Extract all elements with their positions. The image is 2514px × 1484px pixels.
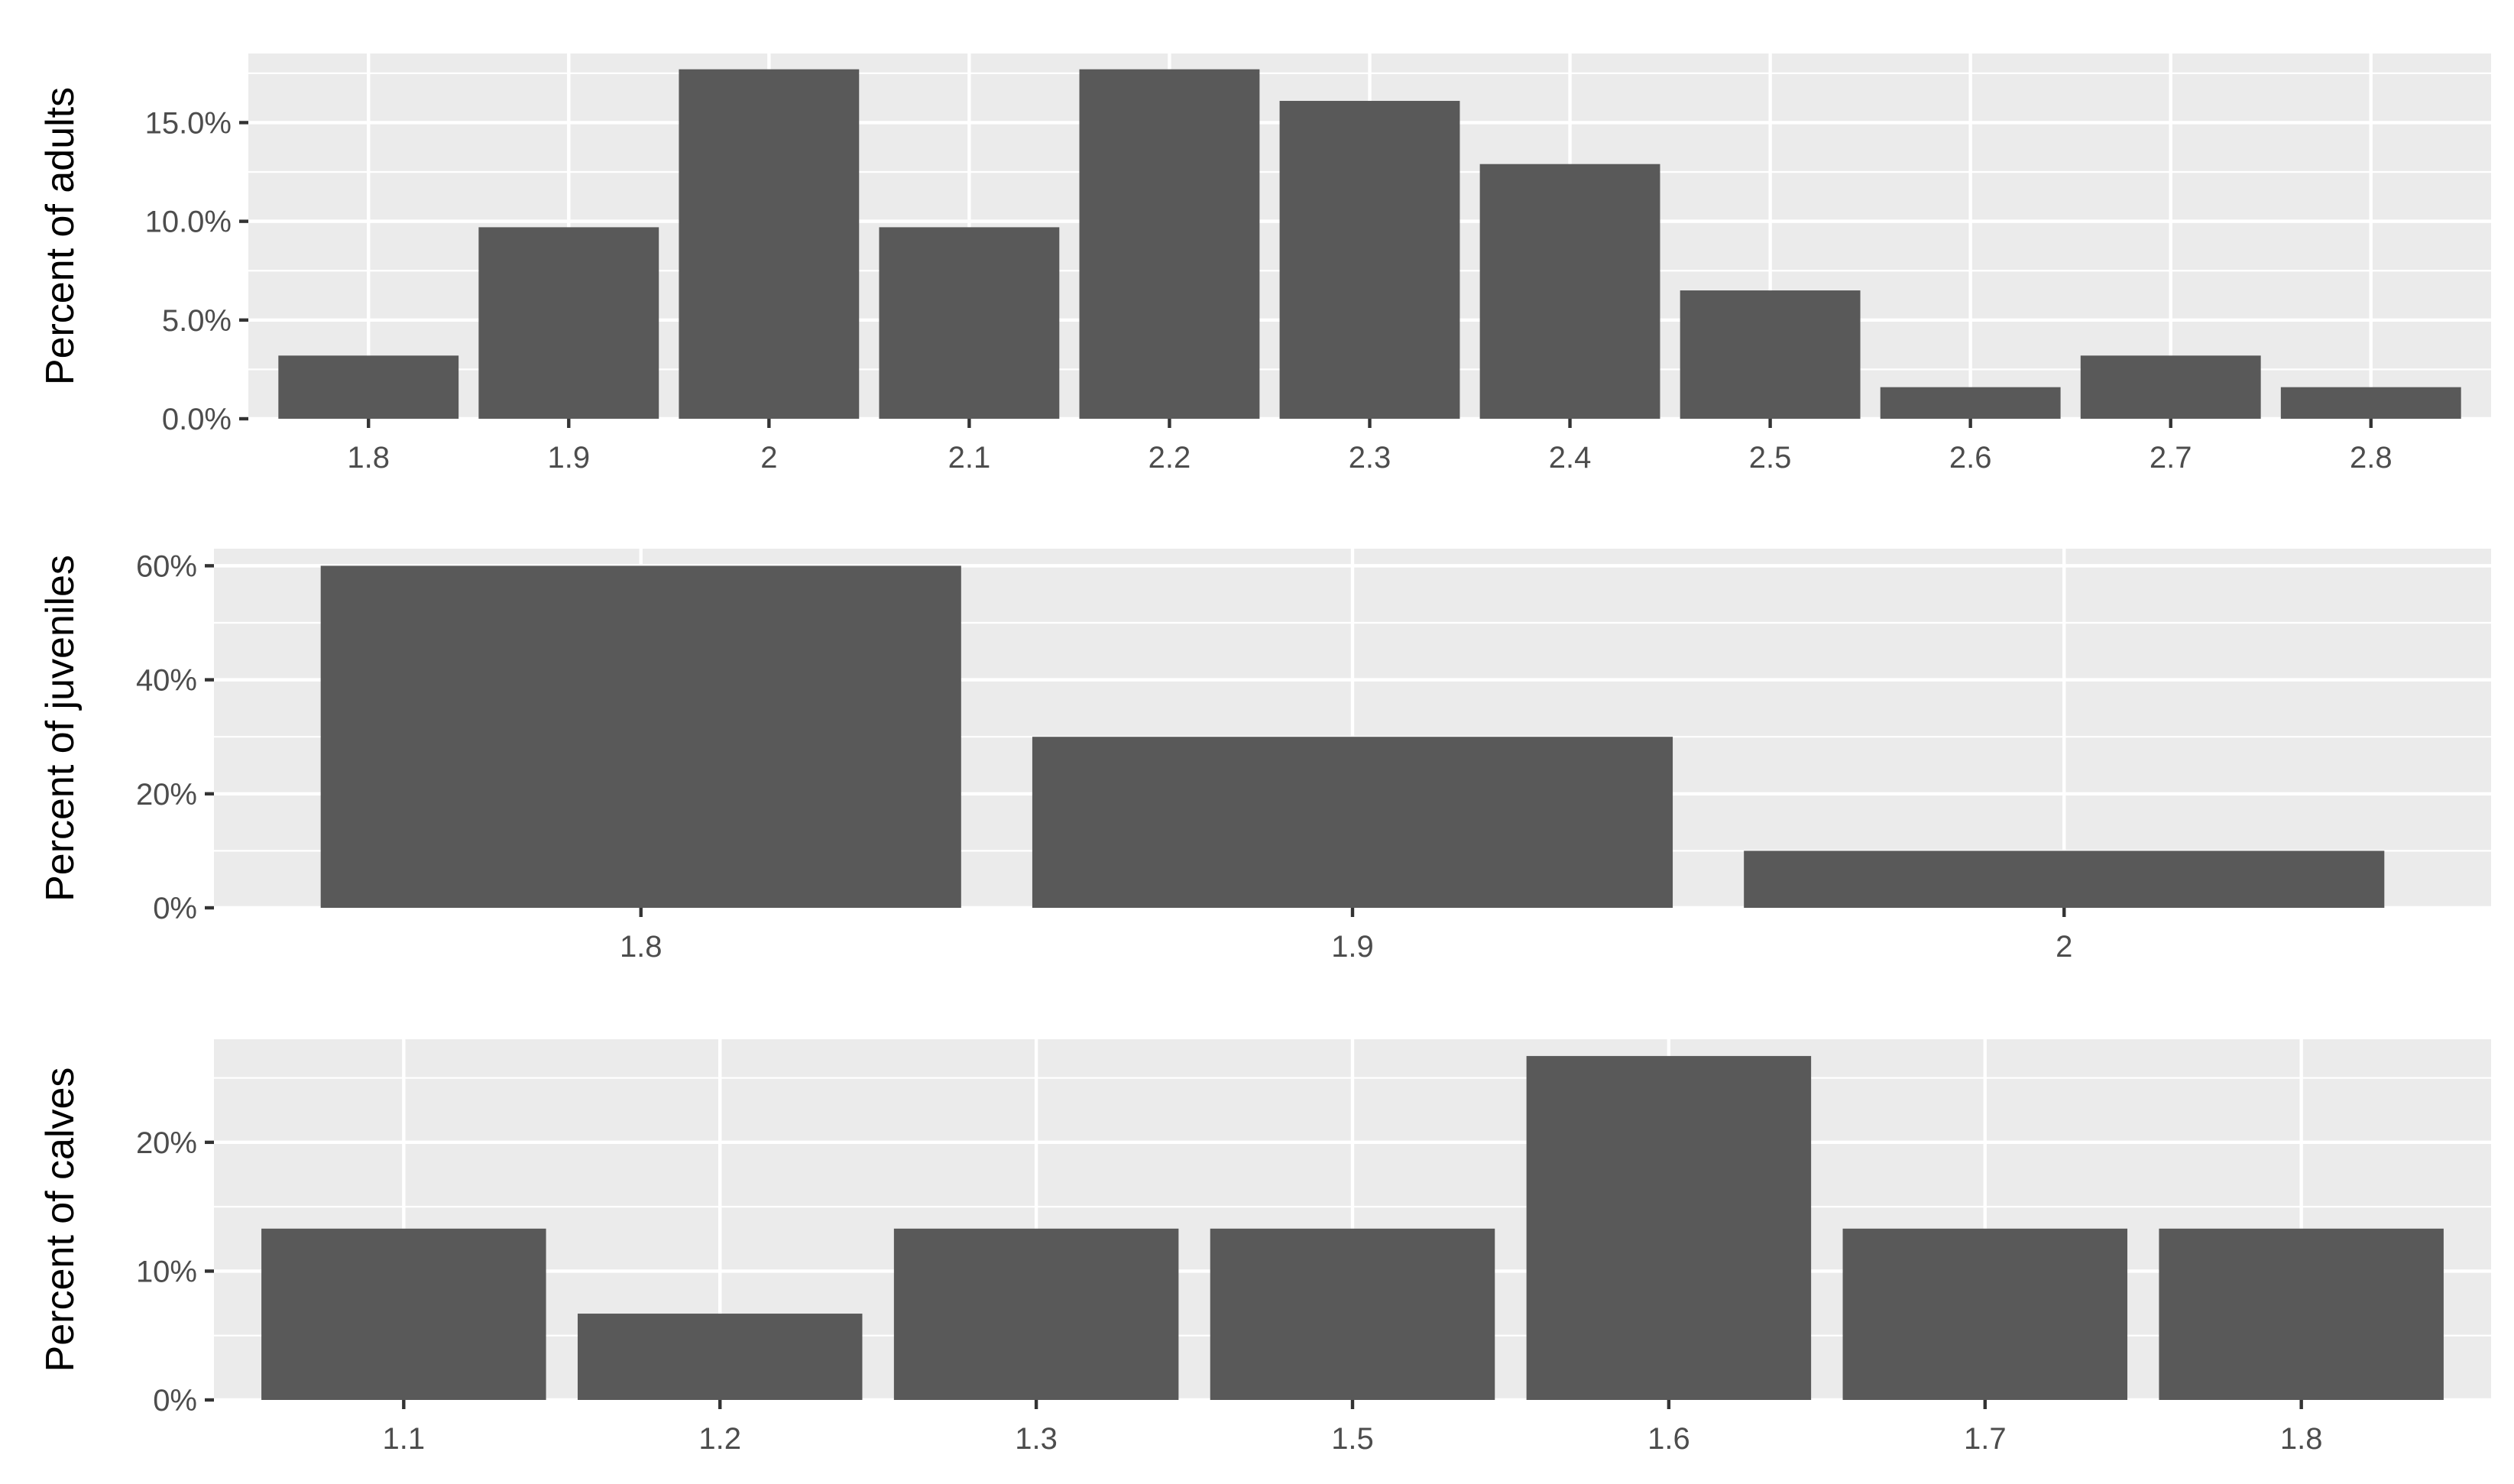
bar-2.8: [2280, 387, 2461, 419]
x-tick-label: 2.5: [1749, 441, 1792, 475]
x-tick-label: 1.9: [1331, 930, 1374, 964]
y-axis-title: Percent of calves: [38, 1068, 83, 1372]
bar-1.8: [278, 355, 459, 419]
x-tick-label: 2: [2056, 930, 2072, 964]
panel-1: 0.0% 5.0% 10.0% 15.0% 1.8 1.9 2 2.1 2.2 2.3 2.4 2.5…: [38, 53, 2491, 475]
y-tick-label: 10.0%: [145, 206, 232, 239]
x-tick-label: 2.7: [2150, 441, 2192, 475]
y-tick-label: 0%: [153, 1384, 197, 1418]
bar-1.8: [2159, 1228, 2444, 1400]
x-tick-label: 2.1: [948, 441, 991, 475]
x-tick-label: 1.7: [1964, 1422, 2007, 1456]
bar-1.6: [1526, 1055, 1812, 1400]
bar-1.9: [478, 227, 659, 419]
x-tick-label: 1.3: [1015, 1422, 1058, 1456]
bar-1.1: [261, 1228, 546, 1400]
bar-2.7: [2080, 355, 2261, 419]
bar-2: [1744, 851, 2385, 908]
bar-1.3: [893, 1228, 1179, 1400]
y-tick-label: 0.0%: [162, 403, 232, 436]
y-tick-label: 20%: [136, 1126, 197, 1160]
x-tick-label: 2.2: [1148, 441, 1191, 475]
x-tick-label: 2: [760, 441, 777, 475]
x-tick-label: 1.1: [383, 1422, 426, 1456]
bar-1.9: [1032, 737, 1673, 908]
x-tick-label: 2.4: [1549, 441, 1592, 475]
x-tick-label: 1.8: [620, 930, 663, 964]
y-tick-label: 60%: [136, 549, 197, 583]
bar-1.7: [1842, 1228, 2128, 1400]
x-tick-label: 2.6: [1949, 441, 1992, 475]
x-tick-label: 1.6: [1647, 1422, 1690, 1456]
panel-3: 0% 10% 20% 1.1 1.2 1.3 1.5 1.6 1.7 1.8 Percent of …: [38, 1039, 2491, 1456]
x-tick-label: 1.5: [1331, 1422, 1374, 1456]
y-axis-title: Percent of adults: [38, 87, 83, 385]
bar-2.5: [1680, 290, 1861, 419]
bar-2.4: [1479, 164, 1660, 419]
panels: 0.0% 5.0% 10.0% 15.0% 1.8 1.9 2 2.1 2.2 2.3 2.4 2.5…: [38, 53, 2491, 1456]
y-axis-title: Percent of juveniles: [38, 555, 83, 902]
bar-1.5: [1210, 1228, 1495, 1400]
bar-2: [679, 69, 860, 419]
bar-2.6: [1880, 387, 2061, 419]
x-tick-label: 2.3: [1349, 441, 1391, 475]
x-tick-label: 1.8: [347, 441, 390, 475]
panel-2: 0% 20% 40% 60% 1.8 1.9 2 Percent of juveniles: [38, 549, 2491, 964]
y-tick-label: 0%: [153, 892, 197, 925]
bar-2.2: [1079, 69, 1260, 419]
x-tick-label: 1.8: [2280, 1422, 2323, 1456]
bar-2.1: [879, 227, 1060, 419]
y-tick-label: 15.0%: [145, 106, 232, 140]
bar-1.8: [320, 565, 961, 908]
x-tick-label: 2.8: [2350, 441, 2393, 475]
x-tick-label: 1.9: [547, 441, 590, 475]
y-tick-label: 10%: [136, 1255, 197, 1288]
x-tick-label: 1.2: [698, 1422, 741, 1456]
y-tick-label: 5.0%: [162, 304, 232, 338]
bar-1.2: [577, 1314, 863, 1400]
bar-2.3: [1279, 101, 1460, 419]
y-tick-label: 20%: [136, 778, 197, 812]
y-tick-label: 40%: [136, 664, 197, 698]
